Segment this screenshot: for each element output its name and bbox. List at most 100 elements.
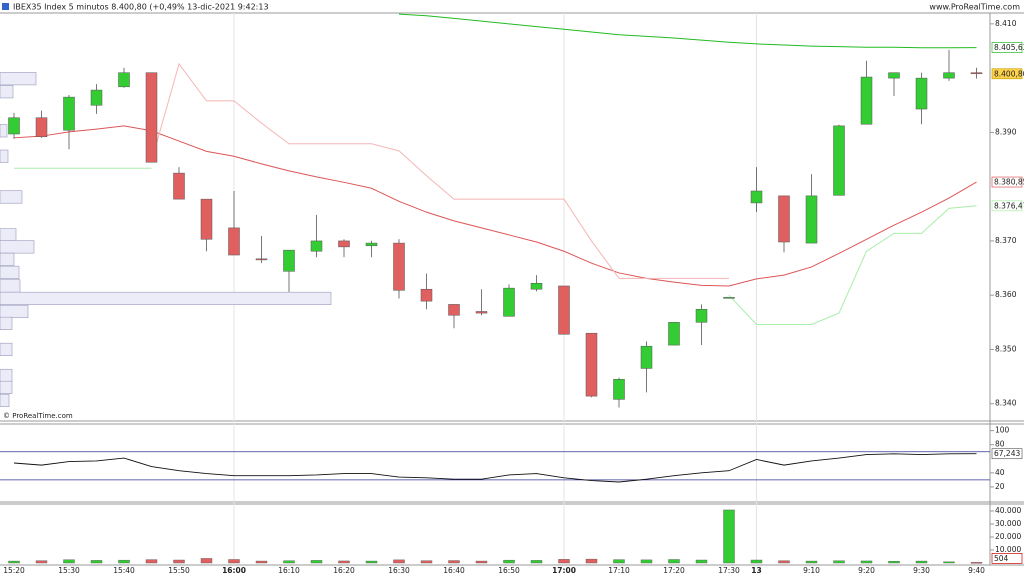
volume-bar (530, 560, 543, 564)
y-tick-label: 80 (995, 440, 1005, 449)
volume-profile-bar (0, 252, 15, 266)
volume-bar (393, 559, 405, 564)
overlay-line (14, 167, 977, 325)
volume-profile-bar (0, 85, 14, 99)
x-tick-label: 16:10 (278, 566, 300, 575)
candle-body (695, 309, 708, 323)
x-tick-label: 17:20 (663, 566, 685, 575)
y-tick-label: 8.360 (995, 290, 1017, 299)
candle-body (338, 240, 350, 248)
candle-body (310, 240, 323, 252)
volume-bar (35, 560, 48, 564)
volume-bar (778, 560, 790, 564)
volume-bar (750, 559, 763, 564)
candle-body (365, 242, 378, 247)
x-tick-label: 17:30 (718, 566, 740, 575)
x-tick-label: 16:40 (443, 566, 465, 575)
volume-bar (200, 558, 213, 564)
volume-bar (888, 560, 900, 564)
y-tick-label: 20 (995, 482, 1005, 491)
x-tick-label: 13 (751, 566, 761, 575)
y-tick-label: 40 (995, 468, 1005, 477)
volume-bar (310, 560, 323, 564)
overlay-line (151, 62, 729, 279)
y-tick-label: 8.390 (995, 127, 1017, 136)
candle-body (35, 117, 48, 137)
y-tick-label: 8.410 (995, 19, 1017, 28)
y-tick-label: 40.000 (995, 506, 1021, 515)
candle-body (420, 288, 433, 302)
candle-body (255, 258, 268, 261)
volume-bar (915, 560, 928, 564)
volume-bar (613, 559, 625, 564)
volume-bar (63, 559, 75, 564)
candle-body (778, 195, 790, 243)
value-tag: 8.376,47 (994, 201, 1024, 210)
header-site[interactable]: www.ProRealTime.com (929, 3, 1020, 12)
volume-bar (558, 559, 570, 564)
overlay-line (398, 13, 977, 49)
volume-profile-bar (0, 316, 13, 330)
x-tick-label: 16:00 (222, 566, 246, 575)
value-tag-box (991, 200, 1023, 212)
candle-body (173, 172, 185, 200)
x-tick-label: 16:50 (498, 566, 520, 575)
candle-body (90, 89, 103, 106)
volume-bar (723, 509, 735, 564)
candle-body (8, 117, 20, 135)
x-tick-label: 16:30 (388, 566, 410, 575)
candle-body (943, 72, 955, 79)
candle-body (750, 190, 763, 204)
x-tick-label: 16:20 (333, 566, 355, 575)
volume-bar (420, 560, 433, 564)
volume-bar (255, 560, 268, 564)
y-tick-label: 30.000 (995, 519, 1021, 528)
candle-body (640, 345, 653, 369)
watermark: © ProRealTime.com (3, 412, 73, 420)
volume-bar (503, 559, 515, 564)
candle-body (668, 322, 680, 346)
volume-profile-bar (0, 380, 13, 394)
value-tag: 504 (994, 554, 1009, 563)
value-tag-box (991, 552, 1023, 564)
volume-bar (8, 560, 20, 564)
x-tick-label: 9:10 (803, 566, 820, 575)
candle-body (475, 311, 488, 314)
candle-body (503, 287, 515, 317)
volume-bar (668, 559, 680, 564)
volume-bar (943, 561, 955, 564)
value-tag: 8.400,80 (994, 69, 1024, 78)
volume-profile-bar (0, 279, 21, 293)
volume-bar (860, 560, 873, 564)
layer: 8.405,63 8.380,85 8.376,47 8.400,80 67,243 50… (991, 42, 1024, 564)
candle-body (915, 77, 928, 110)
volume-profile-bar (0, 228, 17, 242)
candle-body (118, 72, 130, 88)
value-tag-box (991, 448, 1023, 460)
value-tag: 8.380,85 (994, 178, 1024, 187)
volume-bar (448, 560, 460, 564)
volume-bar (90, 560, 103, 564)
x-tick-label: 15:30 (58, 566, 80, 575)
y-tick-label: 100 (995, 426, 1010, 435)
value-tag-box (991, 68, 1023, 80)
candle-body (393, 242, 405, 291)
volume-bar (338, 560, 350, 564)
volume-profile-bar (0, 265, 20, 279)
value-tag-box (991, 42, 1023, 53)
volume-bar (695, 559, 708, 564)
volume-profile-bar (0, 304, 29, 319)
candle-body (283, 249, 295, 272)
x-tick-label: 9:40 (968, 566, 985, 575)
volume-profile-bar (0, 190, 23, 204)
indicator-line (13, 453, 977, 483)
candle-body (145, 72, 158, 163)
y-tick-label: 8.340 (995, 399, 1017, 408)
candle-body (888, 72, 900, 79)
layer (8, 49, 983, 564)
icon (2, 3, 9, 10)
x-tick-label: 15:40 (113, 566, 135, 575)
y-tick-label: 20.000 (995, 532, 1021, 541)
volume-profile-bar (0, 393, 10, 408)
